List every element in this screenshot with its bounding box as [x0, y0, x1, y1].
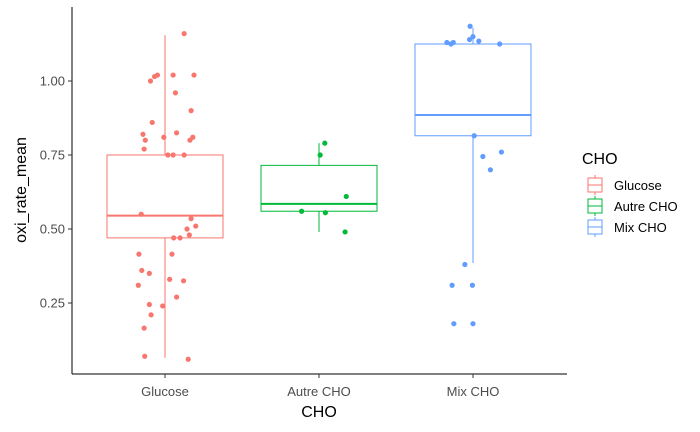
legend-label-autre-cho: Autre CHO [614, 199, 678, 214]
data-point [184, 226, 190, 232]
data-point [148, 312, 154, 318]
data-point [462, 261, 468, 268]
data-point [498, 149, 505, 155]
y-tick-label: 0.25 [40, 296, 65, 311]
y-tick-label: 0.50 [40, 222, 65, 237]
data-point [174, 130, 180, 136]
data-point [471, 133, 477, 139]
data-point [154, 72, 161, 78]
data-point [191, 72, 197, 78]
data-point [470, 321, 476, 327]
data-point [146, 270, 152, 276]
data-point [187, 137, 193, 143]
data-point [147, 78, 154, 84]
x-tick-label: Mix CHO [447, 384, 500, 399]
data-point [487, 167, 493, 173]
data-point [449, 282, 455, 288]
data-point [172, 90, 179, 96]
data-point [170, 72, 176, 78]
legend: CHO Glucose Autre CHO Mix CHO [582, 151, 678, 237]
data-point [299, 208, 305, 214]
data-point [317, 152, 323, 158]
data-point [138, 211, 144, 217]
data-point [177, 235, 183, 241]
data-point [141, 325, 147, 331]
data-point [185, 356, 191, 362]
data-point [165, 152, 171, 158]
data-point [322, 210, 328, 216]
data-point [480, 153, 486, 160]
data-point [497, 41, 503, 47]
data-point [469, 282, 476, 288]
data-point [140, 131, 146, 137]
data-point [170, 152, 176, 158]
data-point [136, 251, 142, 257]
data-point [470, 34, 476, 40]
legend-title: CHO [582, 151, 618, 168]
data-point [141, 146, 147, 152]
plot-area [106, 23, 532, 362]
data-point [149, 119, 155, 126]
y-tick-label: 1.00 [40, 74, 65, 89]
data-point [444, 39, 450, 46]
data-point [193, 223, 199, 229]
legend-label-glucose: Glucose [614, 178, 662, 193]
box-mix-cho [414, 43, 532, 137]
data-point [448, 41, 454, 47]
data-point [139, 267, 145, 274]
data-point [343, 193, 349, 200]
data-point [174, 294, 180, 300]
data-point [476, 38, 482, 44]
data-point [451, 321, 457, 327]
data-point [342, 229, 348, 235]
y-axis-title: oxi_rate_mean [13, 137, 30, 243]
data-point [322, 140, 328, 146]
x-tick-label: Autre CHO [287, 384, 351, 399]
data-point [467, 23, 473, 29]
data-point [171, 235, 177, 241]
data-point [181, 31, 187, 37]
data-point [142, 137, 148, 143]
data-point [167, 276, 173, 282]
data-point [161, 134, 167, 140]
data-point [142, 353, 148, 359]
data-point [181, 152, 187, 158]
data-point [180, 278, 187, 284]
box-autre-cho [260, 164, 378, 212]
x-axis-title: CHO [301, 404, 337, 421]
legend-label-mix-cho: Mix CHO [614, 220, 667, 235]
data-point [466, 36, 473, 43]
data-point [188, 216, 194, 222]
data-point [160, 303, 166, 309]
x-tick-label: Glucose [141, 384, 189, 399]
data-point [169, 251, 175, 257]
y-tick-label: 0.75 [40, 148, 65, 163]
data-point [146, 301, 152, 308]
axes: 0.25 0.50 0.75 1.00 Glucose Autre CHO Mix CHO [40, 74, 500, 400]
box-glucose [106, 154, 224, 239]
data-point [188, 108, 194, 114]
data-point [186, 232, 192, 238]
data-point [135, 282, 141, 288]
